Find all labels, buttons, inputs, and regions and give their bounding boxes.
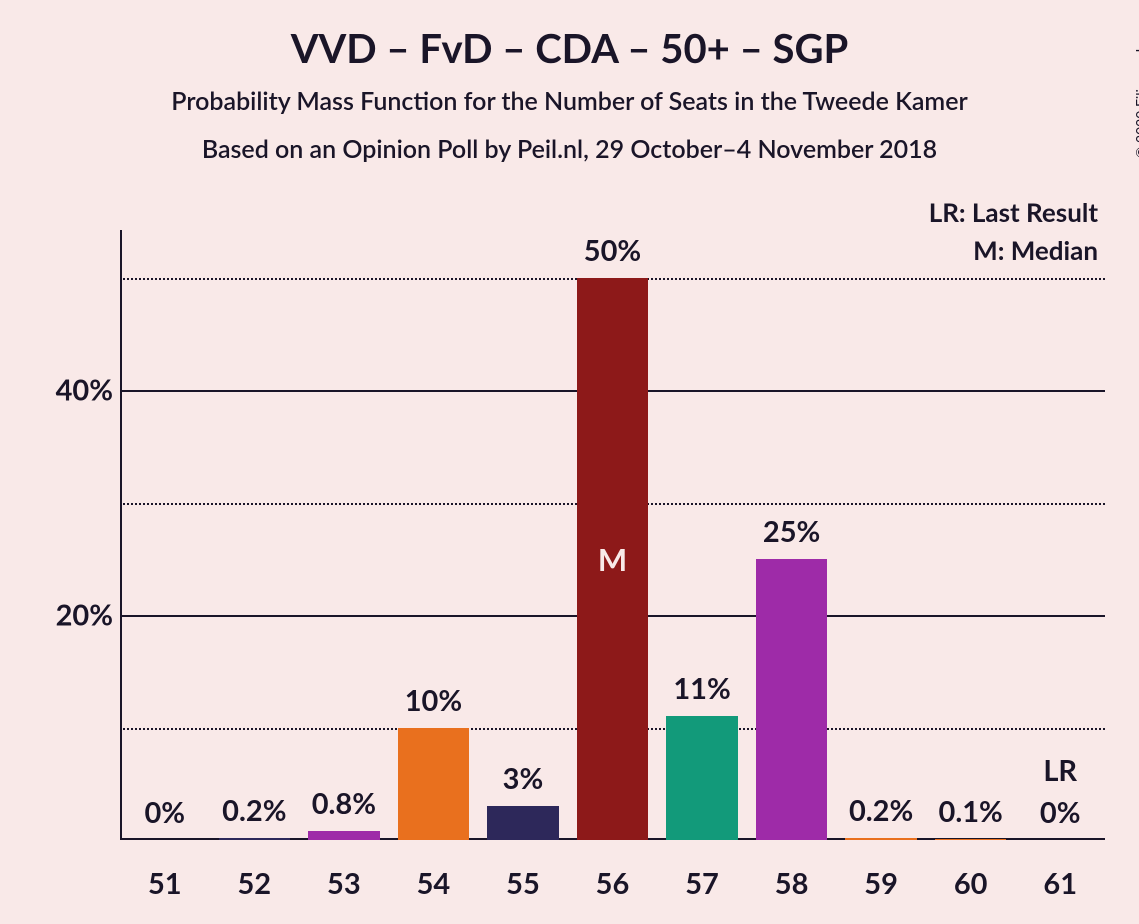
- median-marker: M: [598, 540, 627, 578]
- bar-value-label: 0%: [1040, 795, 1081, 830]
- xtick-label: 59: [864, 866, 898, 901]
- xtick-label: 52: [237, 866, 271, 901]
- chart-root: VVD – FvD – CDA – 50+ – SGP Probability …: [0, 0, 1139, 924]
- bar: [935, 839, 1007, 840]
- bar: [845, 838, 917, 840]
- bar-value-label: 0.2%: [849, 793, 913, 828]
- legend-median: M: Median: [973, 234, 1098, 266]
- xtick-label: 53: [327, 866, 361, 901]
- xtick-label: 51: [148, 866, 182, 901]
- bar-value-label: 3%: [503, 761, 544, 796]
- ytick-label: 20%: [28, 598, 113, 633]
- bar-value-label: 11%: [673, 671, 730, 706]
- bar: [756, 559, 828, 840]
- lr-marker: LR: [1043, 753, 1077, 788]
- bar-value-label: 25%: [763, 514, 820, 549]
- xtick-label: 60: [954, 866, 988, 901]
- plot-area: 20%40%0%510.2%520.8%5310%543%5550%56M11%…: [120, 230, 1105, 840]
- bar-value-label: 0.8%: [312, 786, 376, 821]
- bar: [219, 838, 291, 840]
- ytick-label: 40%: [28, 373, 113, 408]
- xtick-label: 57: [685, 866, 719, 901]
- copyright-text: © 2020 Filip van Laenen: [1132, 8, 1139, 158]
- bar: [308, 831, 380, 840]
- bar-value-label: 0.2%: [222, 793, 286, 828]
- bar: [487, 806, 559, 840]
- xtick-label: 54: [417, 866, 451, 901]
- bar-value-label: 0%: [144, 795, 185, 830]
- chart-subtitle-2: Based on an Opinion Poll by Peil.nl, 29 …: [0, 134, 1139, 164]
- xtick-label: 56: [596, 866, 630, 901]
- xtick-label: 61: [1043, 866, 1077, 901]
- bar: [666, 716, 738, 840]
- bar: [398, 728, 470, 840]
- chart-subtitle-1: Probability Mass Function for the Number…: [0, 86, 1139, 116]
- chart-title: VVD – FvD – CDA – 50+ – SGP: [0, 24, 1139, 72]
- xtick-label: 55: [506, 866, 540, 901]
- bar-value-label: 50%: [584, 233, 641, 268]
- bar-value-label: 10%: [405, 683, 462, 718]
- xtick-label: 58: [775, 866, 809, 901]
- legend-lr: LR: Last Result: [929, 196, 1098, 228]
- y-axis: [120, 230, 122, 840]
- bar-value-label: 0.1%: [939, 794, 1003, 829]
